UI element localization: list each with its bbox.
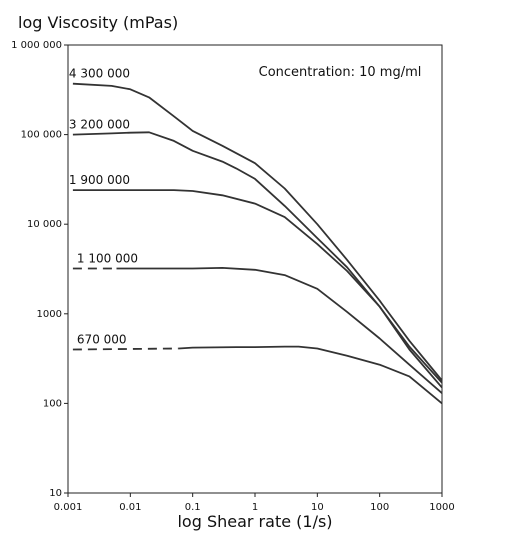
x-tick-label: 0.01 bbox=[119, 502, 141, 513]
series-line bbox=[72, 82, 443, 382]
series-label: 1 100 000 bbox=[77, 252, 138, 266]
x-tick-label: 100 bbox=[370, 502, 389, 513]
y-tick-label: 1000 bbox=[37, 309, 62, 320]
y-axis-title: log Viscosity (mPas) bbox=[18, 13, 178, 32]
series-line bbox=[178, 345, 443, 405]
series-label: 1 900 000 bbox=[69, 173, 130, 187]
x-tick-label: 1 bbox=[252, 502, 258, 513]
x-axis-ticks: 0.001 0.01 0.1 1 10 100 1000 bbox=[54, 493, 455, 513]
series-labels: 4 300 000 3 200 000 1 900 000 1 100 000 670 … bbox=[69, 67, 138, 347]
x-tick-label: 0.1 bbox=[185, 502, 201, 513]
y-tick-label: 100 000 bbox=[21, 130, 62, 141]
concentration-annotation: Concentration: 10 mg/ml bbox=[259, 65, 422, 80]
x-tick-label: 10 bbox=[311, 502, 324, 513]
series-line-dashed bbox=[72, 347, 179, 351]
y-axis-ticks: 10 100 1000 10 000 100 000 1 000 000 bbox=[11, 40, 68, 499]
x-axis-title: log Shear rate (1/s) bbox=[177, 512, 332, 531]
series-label: 3 200 000 bbox=[69, 118, 130, 132]
series-line bbox=[116, 267, 443, 394]
series-label: 4 300 000 bbox=[69, 67, 130, 81]
series-lines bbox=[72, 82, 443, 405]
series-label: 670 000 bbox=[77, 332, 127, 346]
y-tick-label: 10 bbox=[49, 488, 62, 499]
y-tick-label: 1 000 000 bbox=[11, 40, 62, 51]
x-tick-label: 1000 bbox=[429, 502, 454, 513]
y-tick-label: 100 bbox=[43, 398, 62, 409]
x-tick-label: 0.001 bbox=[54, 502, 83, 513]
y-tick-label: 10 000 bbox=[27, 219, 62, 230]
series-line bbox=[72, 189, 443, 389]
